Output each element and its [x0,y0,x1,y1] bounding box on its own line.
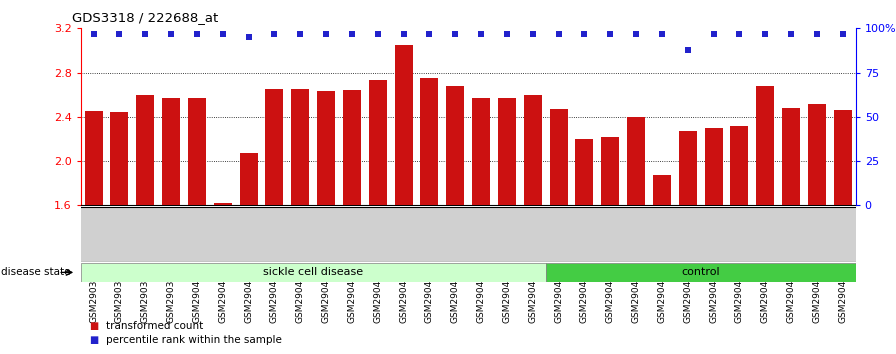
Point [448,31,462,36]
Bar [317,91,335,205]
Bar [162,98,180,205]
Text: control: control [681,267,720,278]
Bar [291,89,309,205]
Bar [446,86,464,205]
Point [164,31,178,36]
Point [422,31,436,36]
Bar [575,139,593,205]
Point [319,31,333,36]
Point [190,31,204,36]
Point [345,31,359,36]
Bar [730,126,748,205]
Text: ■: ■ [90,335,99,345]
Bar [136,95,154,205]
Text: percentile rank within the sample: percentile rank within the sample [106,335,281,345]
Point [655,31,669,36]
Bar [833,110,852,205]
Point [267,31,281,36]
Point [629,31,643,36]
Point [86,31,100,36]
Point [603,31,617,36]
Bar [546,263,856,282]
Point [396,31,410,36]
Bar [472,98,490,205]
Bar [756,86,774,205]
Text: ■: ■ [90,321,99,331]
Point [836,31,850,36]
Point [551,31,565,36]
Bar [653,176,671,205]
Point [577,31,591,36]
Point [371,31,385,36]
Point [241,34,255,40]
Point [138,31,152,36]
Text: disease state: disease state [1,267,71,278]
Point [474,31,488,36]
Bar [394,45,413,205]
Bar [601,137,619,205]
Text: sickle cell disease: sickle cell disease [263,267,363,278]
Point [706,31,720,36]
Bar [808,104,826,205]
Bar [420,78,438,205]
Bar [549,109,568,205]
Point [681,47,695,52]
Bar [265,89,283,205]
Point [758,31,772,36]
Text: GDS3318 / 222688_at: GDS3318 / 222688_at [72,11,218,24]
Bar [239,153,258,205]
Bar [81,263,546,282]
Bar [782,108,800,205]
Bar [368,80,387,205]
Bar [678,131,697,205]
Point [500,31,514,36]
Point [784,31,798,36]
Bar [343,90,361,205]
Bar [188,98,206,205]
Bar [498,98,516,205]
Bar [523,95,542,205]
Point [526,31,540,36]
Bar [627,117,645,205]
Text: transformed count: transformed count [106,321,203,331]
Bar [213,203,232,205]
Bar [704,128,723,205]
Bar [110,113,128,205]
Point [112,31,126,36]
Point [732,31,746,36]
Point [293,31,307,36]
Point [216,31,230,36]
Point [810,31,824,36]
Bar [84,111,103,205]
